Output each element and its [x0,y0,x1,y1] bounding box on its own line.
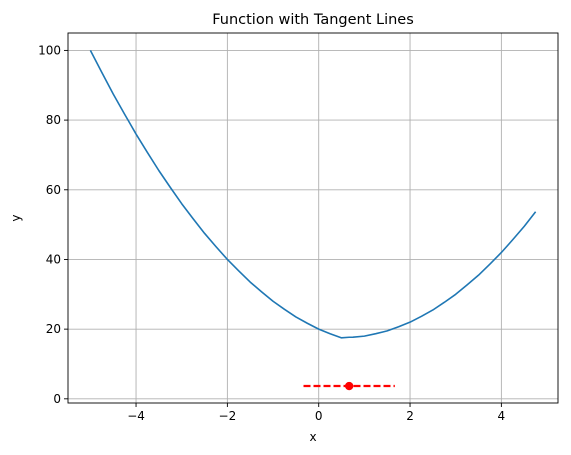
y-tick-label: 60 [46,183,61,197]
y-tick-label: 20 [46,322,61,336]
function-curve [89,50,537,339]
x-tick-label: 2 [406,409,414,423]
x-tick-label: 0 [315,409,323,423]
y-tick-label: 100 [38,43,61,57]
x-tick-label: −4 [127,409,145,423]
x-tick-label: 4 [498,409,506,423]
x-axis-label: x [309,430,316,444]
grid [68,33,558,403]
series-layer [89,50,537,388]
y-axis-label: y [9,214,23,221]
tangent-point [344,381,354,391]
x-tick-label: −2 [219,409,237,423]
y-tick-label: 40 [46,252,61,266]
y-tick-label: 0 [53,392,61,406]
plot-frame [67,32,559,404]
points-layer [344,381,354,391]
y-tick-label: 80 [46,113,61,127]
chart-title: Function with Tangent Lines [212,12,414,28]
